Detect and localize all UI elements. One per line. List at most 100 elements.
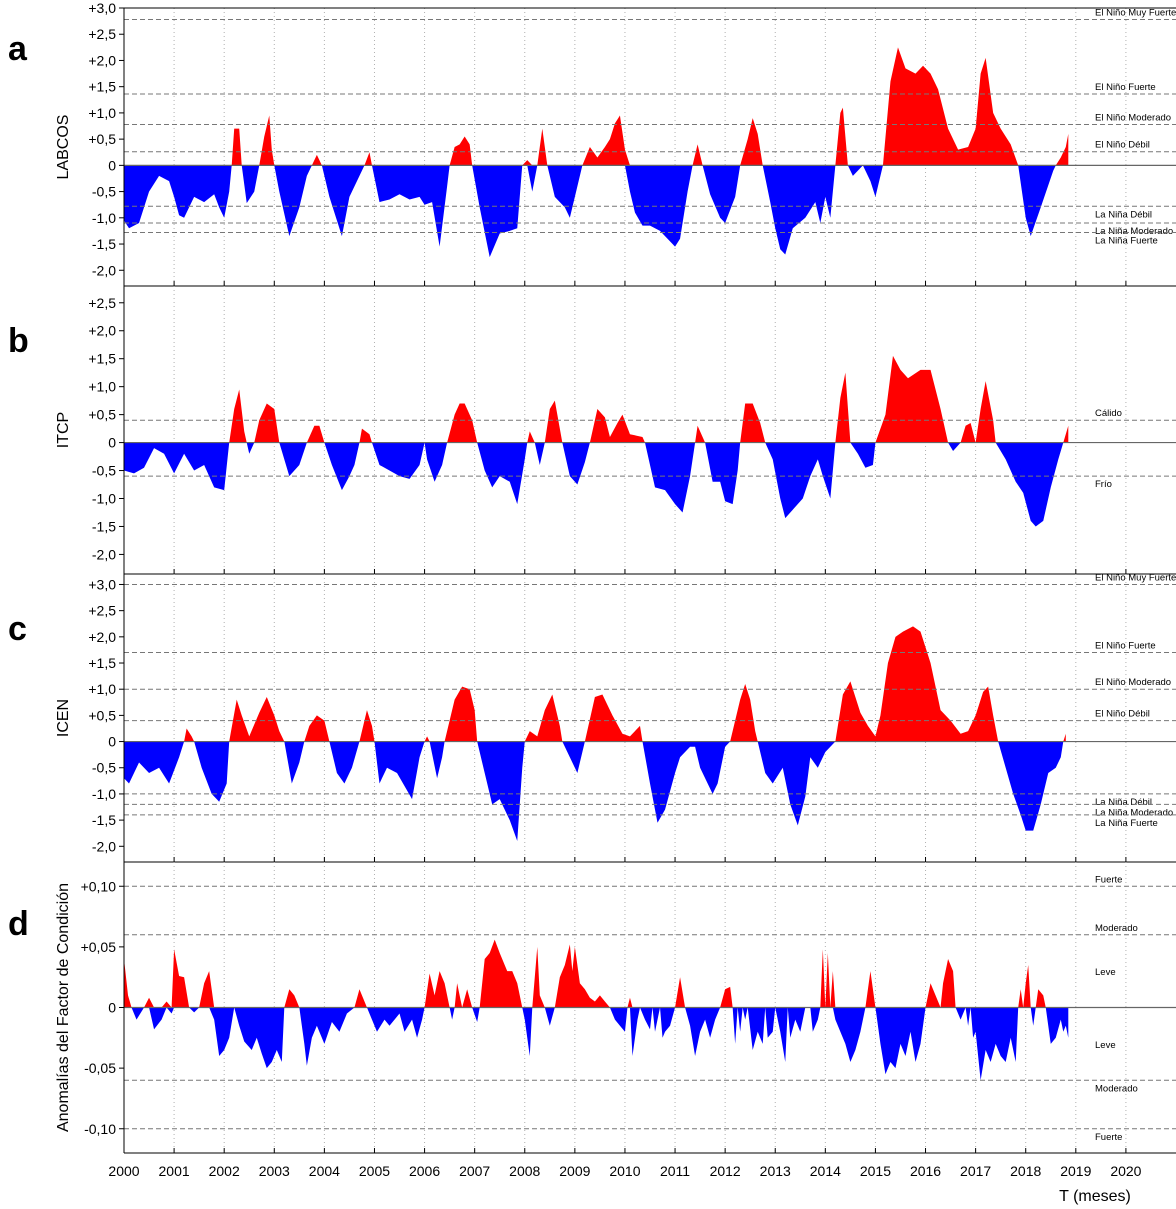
y-tick-label: +3,0 [88,0,116,16]
y-tick-label: +2,5 [88,603,116,619]
y-tick-label: +1,0 [88,379,116,395]
y-tick-label: +2,0 [88,53,116,69]
y-tick-label: 0 [108,435,116,451]
x-tick-label: 2002 [209,1163,240,1179]
y-tick-label: +0,5 [88,407,116,423]
intensity-label: Leve [1095,1040,1116,1051]
threshold-label: Fuerte [1095,874,1122,885]
x-tick-label: 2009 [559,1163,590,1179]
y-tick-label: -1,0 [92,491,116,507]
x-tick-label: 2020 [1110,1163,1141,1179]
x-tick-label: 2017 [960,1163,991,1179]
y-tick-label: -1,0 [92,786,116,802]
y-tick-label: -1,5 [92,812,116,828]
x-tick-label: 2012 [710,1163,741,1179]
x-tick-label: 2008 [509,1163,540,1179]
threshold-label: El Niño Moderado [1095,112,1171,123]
panel-letter: a [8,30,28,68]
y-tick-label: -2,0 [92,838,116,854]
negative-anomaly-area [124,442,1069,527]
threshold-label: La Niña Fuerte [1095,236,1158,247]
x-tick-label: 2000 [108,1163,139,1179]
x-tick-label: 2011 [660,1163,690,1179]
panel-letter: d [8,905,29,943]
y-tick-label: +2,5 [88,295,116,311]
threshold-label: El Niño Muy Fuerte [1095,8,1176,19]
threshold-label: Cálido [1095,408,1122,419]
threshold-label: La Niña Moderado [1095,226,1173,237]
x-axis-label: T (meses) [1059,1188,1131,1205]
x-tick-label: 2007 [459,1163,490,1179]
threshold-label: El Niño Fuerte [1095,641,1156,652]
threshold-label: El Niño Débil [1095,709,1150,720]
panel-letter: c [8,610,27,648]
y-tick-label: -0,5 [92,463,116,479]
y-tick-label: 0 [108,1000,116,1016]
panel-c: El Niño Muy Fuerte El Niño Fuerte El Niño … [8,573,1176,863]
positive-anomaly-area [124,47,1069,166]
y-tick-label: -1,5 [92,519,116,535]
x-tick-label: 2004 [309,1163,340,1179]
positive-anomaly-area [124,626,1066,742]
y-tick-label: +1,0 [88,681,116,697]
y-tick-label: +0,05 [81,939,117,955]
y-tick-label: +2,0 [88,629,116,645]
threshold-label: La Niña Débil [1095,209,1152,220]
y-tick-label: 0 [108,157,116,173]
negative-anomaly-area [124,741,1066,842]
threshold-label: Frío [1095,479,1112,490]
x-tick-label: 2016 [910,1163,941,1179]
y-tick-label: -1,0 [92,210,116,226]
y-tick-label: +1,0 [88,105,116,121]
negative-anomaly-area [124,165,1069,258]
panel-letter: b [8,322,29,360]
threshold-label: El Niño Moderado [1095,677,1171,688]
panel-b: Cálido Frío +2,5 +2,0 +1,5 +1,0 +0,5 0 -0,5 -1,0 -… [8,286,1176,575]
x-tick-label: 2001 [159,1163,190,1179]
y-axis-label: ITCP [55,412,72,448]
threshold-label: El Niño Débil [1095,140,1150,151]
x-tick-label: 2014 [810,1163,841,1179]
y-axis-label: ICEN [55,699,72,737]
threshold-label: El Niño Muy Fuerte [1095,573,1176,584]
x-tick-label: 2003 [259,1163,290,1179]
x-tick-label: 2019 [1060,1163,1091,1179]
y-tick-label: +2,5 [88,26,116,42]
y-tick-label: +1,5 [88,79,116,95]
x-tick-label: 2013 [760,1163,791,1179]
y-tick-label: -2,0 [92,262,116,278]
y-tick-label: +1,5 [88,351,116,367]
y-tick-label: -0,10 [84,1121,116,1137]
positive-anomaly-area [124,355,1069,443]
x-tick-label: 2015 [860,1163,891,1179]
intensity-label: Leve [1095,967,1116,978]
y-tick-label: +0,5 [88,131,116,147]
y-tick-label: -0,5 [92,760,116,776]
y-tick-label: -0,5 [92,184,116,200]
y-tick-label: +3,0 [88,577,116,593]
y-tick-label: 0 [108,734,116,750]
y-tick-label: +1,5 [88,655,116,671]
panel-a: El Niño Muy Fuerte El Niño Fuerte El Niño … [8,0,1176,287]
threshold-label: Fuerte [1095,1132,1122,1143]
threshold-label: Moderado [1095,1083,1138,1094]
x-tick-label: 2006 [409,1163,440,1179]
negative-anomaly-area [124,1007,1069,1081]
threshold-label: La Niña Débil [1095,797,1152,808]
x-tick-label: 2018 [1010,1163,1041,1179]
y-tick-label: +2,0 [88,323,116,339]
positive-anomaly-area [124,939,1069,1008]
x-tick-label: 2005 [359,1163,390,1179]
panel-d: Fuerte Moderado Moderado Fuerte Leve Leve +0,1… [8,862,1176,1154]
threshold-label: La Niña Moderado [1095,807,1173,818]
threshold-label: El Niño Fuerte [1095,82,1156,93]
y-axis-label: Anomalías del Factor de Condición [55,883,72,1132]
y-axis-label: LABCOS [55,115,72,180]
threshold-label: Moderado [1095,923,1138,934]
x-tick-label: 2010 [609,1163,640,1179]
y-tick-label: -2,0 [92,546,116,562]
y-tick-label: -0,05 [84,1060,116,1076]
y-tick-label: +0,5 [88,707,116,723]
y-tick-label: +0,10 [81,878,117,894]
